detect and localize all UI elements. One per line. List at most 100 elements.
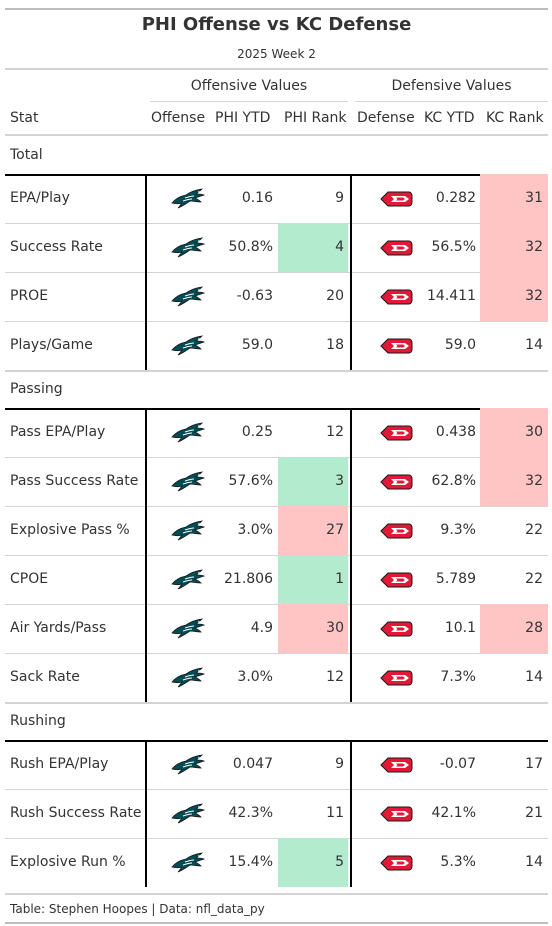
kc-rank-highlight — [480, 604, 548, 653]
table-row: Success Rate 50.8% 4 56.5% 32 — [5, 223, 548, 272]
column-header-defense: Defense — [357, 110, 415, 126]
kc-ytd-value: 42.1% — [431, 805, 476, 821]
group-label-rushing: Rushing — [10, 713, 66, 729]
spanner-defensive-values: Defensive Values — [391, 78, 512, 94]
kc-rank-value: 31 — [525, 190, 543, 206]
eagles-logo-icon — [171, 520, 206, 542]
stat-label: Sack Rate — [10, 669, 80, 685]
eagles-logo-icon — [171, 852, 206, 874]
top-rule — [5, 8, 548, 10]
footer-top-rule — [5, 893, 548, 895]
phi-ytd-value: 59.0 — [241, 337, 273, 353]
column-header-kc-rank: KC Rank — [486, 110, 544, 126]
phi-ytd-value: 42.3% — [228, 805, 273, 821]
eagles-logo-icon — [171, 754, 206, 776]
phi-rank-value: 12 — [326, 669, 344, 685]
table-row: Pass EPA/Play 0.25 12 0.438 30 — [5, 408, 548, 457]
phi-rank-value: 18 — [326, 337, 344, 353]
defense-column-border — [350, 740, 352, 887]
spanner-defensive-line — [355, 101, 548, 102]
phi-rank-value: 30 — [326, 620, 344, 636]
eagles-logo-icon — [171, 803, 206, 825]
table-row: Sack Rate 3.0% 12 7.3% 14 — [5, 653, 548, 702]
row-divider — [5, 506, 548, 507]
kc-rank-value: 32 — [525, 473, 543, 489]
phi-rank-value: 9 — [335, 190, 344, 206]
chiefs-logo-icon — [379, 852, 413, 874]
offense-column-border — [145, 408, 147, 702]
row-divider — [5, 604, 548, 605]
kc-rank-value: 30 — [525, 424, 543, 440]
kc-rank-value: 22 — [525, 522, 543, 538]
phi-rank-highlight — [278, 555, 348, 604]
phi-rank-value: 1 — [335, 571, 344, 587]
kc-ytd-value: 0.282 — [435, 190, 476, 206]
stat-label: Plays/Game — [10, 337, 93, 353]
column-header-phi-rank: PHI Rank — [284, 110, 347, 126]
row-divider — [5, 223, 548, 224]
kc-rank-value: 14 — [525, 337, 543, 353]
kc-rank-highlight — [480, 174, 548, 223]
column-header-rule — [5, 134, 548, 136]
footer-bottom-rule — [5, 922, 548, 924]
kc-rank-value: 28 — [525, 620, 543, 636]
phi-ytd-value: 21.806 — [224, 571, 273, 587]
table-row: Explosive Run % 15.4% 5 5.3% 14 — [5, 838, 548, 887]
kc-rank-value: 17 — [525, 756, 543, 772]
kc-rank-highlight — [480, 272, 548, 321]
kc-ytd-value: 5.789 — [435, 571, 476, 587]
table-row: EPA/Play 0.16 9 0.282 31 — [5, 174, 548, 223]
stat-label: Pass EPA/Play — [10, 424, 106, 440]
kc-ytd-value: 5.3% — [440, 854, 476, 870]
row-divider — [5, 321, 548, 322]
stat-label: Air Yards/Pass — [10, 620, 107, 636]
table-row: Plays/Game 59.0 18 59.0 14 — [5, 321, 548, 370]
kc-ytd-value: 14.411 — [427, 288, 476, 304]
group-bottom-rule — [5, 702, 548, 704]
stat-label: Rush EPA/Play — [10, 756, 109, 772]
chiefs-logo-icon — [379, 618, 413, 640]
spanner-offensive-line — [150, 101, 348, 102]
group-bottom-rule — [5, 370, 548, 372]
phi-ytd-value: 3.0% — [237, 522, 273, 538]
kc-ytd-value: 62.8% — [431, 473, 476, 489]
table-title: PHI Offense vs KC Defense — [141, 14, 412, 35]
eagles-logo-icon — [171, 335, 206, 357]
eagles-logo-icon — [171, 286, 206, 308]
table-row: Rush Success Rate 42.3% 11 42.1% 21 — [5, 789, 548, 838]
phi-rank-value: 3 — [335, 473, 344, 489]
phi-ytd-value: 0.25 — [241, 424, 273, 440]
table-row: Rush EPA/Play 0.047 9 -0.07 17 — [5, 740, 548, 789]
phi-ytd-value: 3.0% — [237, 669, 273, 685]
group-rule — [5, 408, 548, 410]
chiefs-logo-icon — [379, 286, 413, 308]
phi-rank-value: 9 — [335, 756, 344, 772]
kc-rank-value: 14 — [525, 854, 543, 870]
header-rule — [5, 68, 548, 70]
phi-rank-value: 20 — [326, 288, 344, 304]
kc-ytd-value: 59.0 — [444, 337, 476, 353]
phi-rank-highlight — [278, 506, 348, 555]
table-row: CPOE 21.806 1 5.789 22 — [5, 555, 548, 604]
phi-rank-value: 12 — [326, 424, 344, 440]
offense-column-border — [145, 740, 147, 887]
group-label-total: Total — [10, 147, 43, 163]
phi-ytd-value: 0.16 — [241, 190, 273, 206]
group-label-passing: Passing — [10, 381, 63, 397]
chiefs-logo-icon — [379, 569, 413, 591]
table-row: PROE -0.63 20 14.411 32 — [5, 272, 548, 321]
eagles-logo-icon — [171, 188, 206, 210]
phi-ytd-value: 4.9 — [250, 620, 273, 636]
group-rule — [5, 740, 548, 742]
kc-rank-highlight — [480, 457, 548, 506]
stat-label: Rush Success Rate — [10, 805, 142, 821]
phi-rank-value: 4 — [335, 239, 344, 255]
chiefs-logo-icon — [379, 237, 413, 259]
phi-rank-highlight — [278, 457, 348, 506]
row-divider — [5, 838, 548, 839]
kc-rank-value: 32 — [525, 239, 543, 255]
stat-label: Success Rate — [10, 239, 103, 255]
phi-rank-value: 27 — [326, 522, 344, 538]
kc-rank-value: 14 — [525, 669, 543, 685]
spanner-offensive-values: Offensive Values — [190, 78, 308, 94]
